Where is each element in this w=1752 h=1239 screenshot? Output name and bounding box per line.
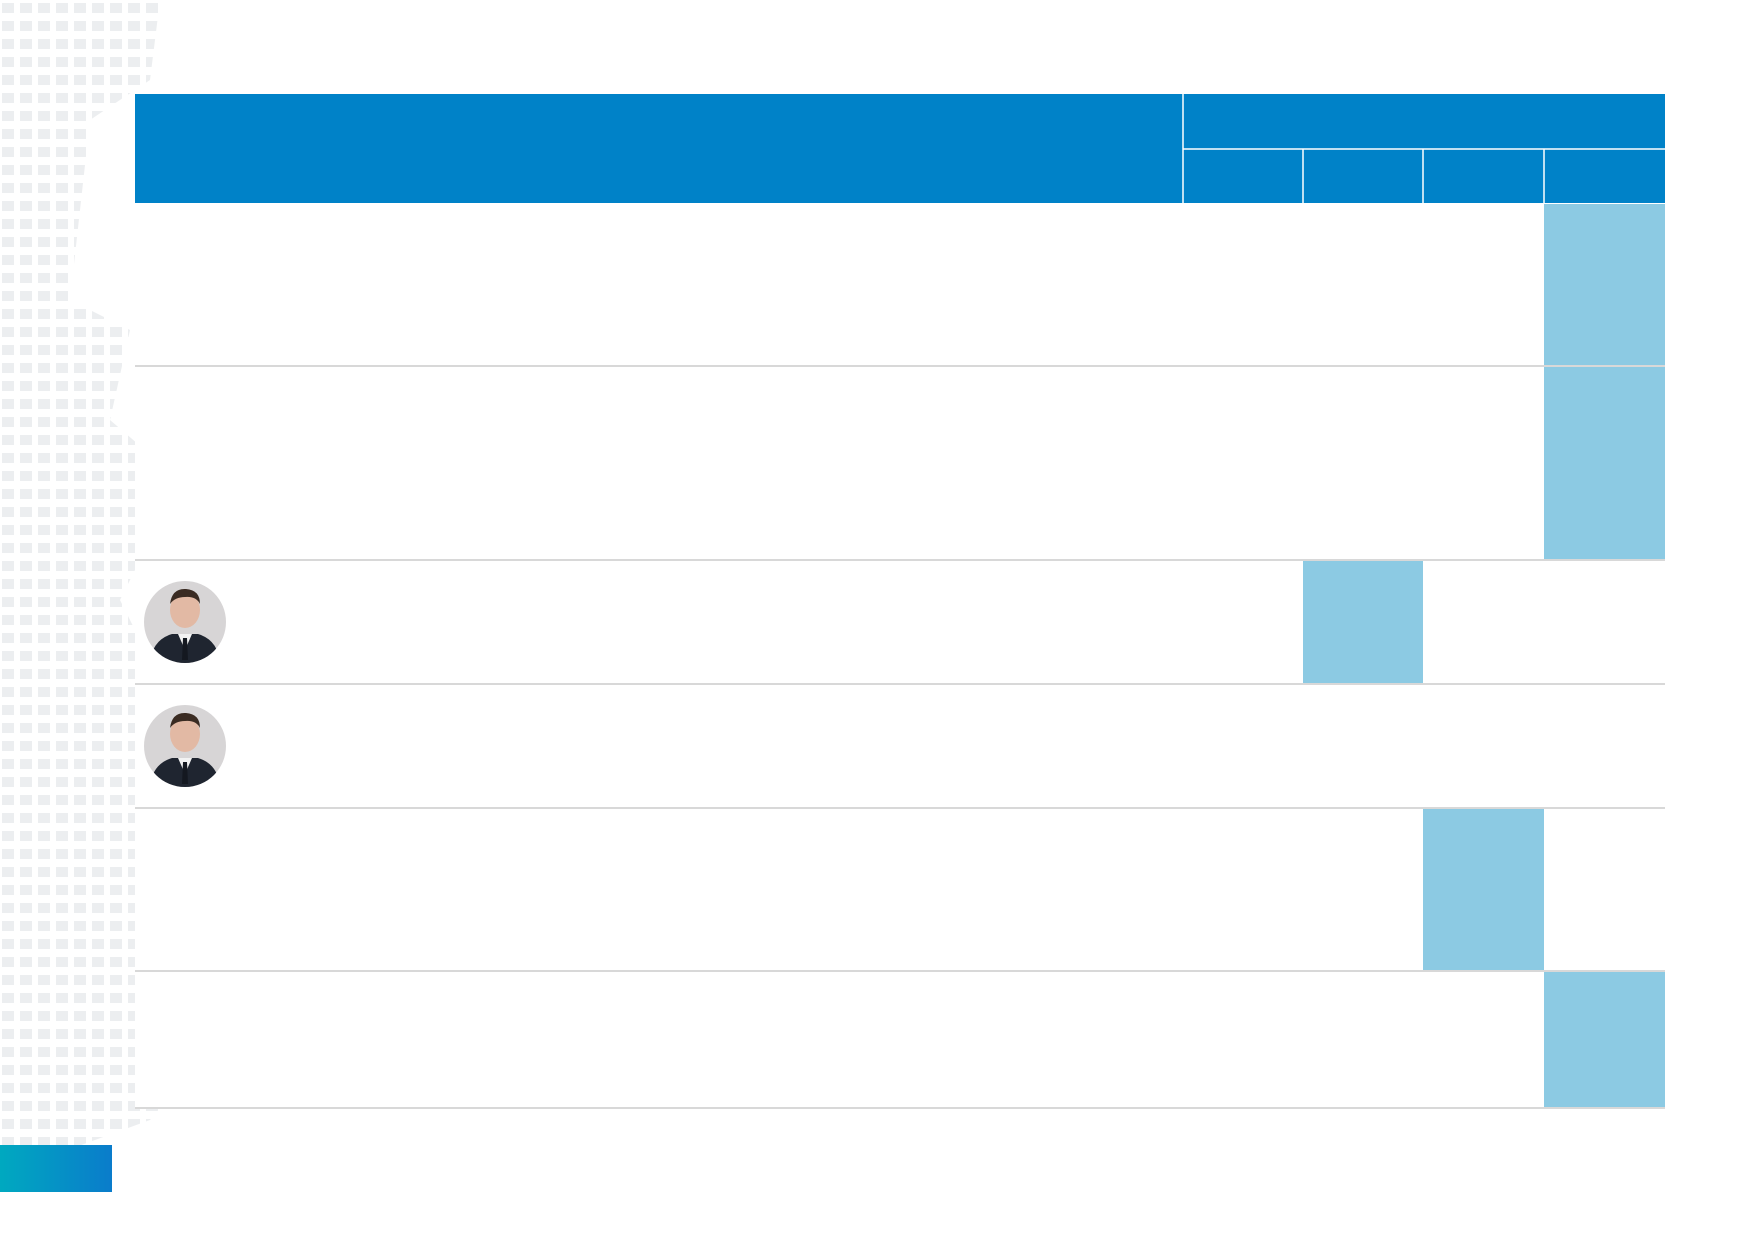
table-header — [135, 94, 1665, 203]
page-tab — [0, 1145, 112, 1192]
avatar — [144, 705, 226, 787]
highlighted-cells — [1303, 204, 1665, 1108]
avatar — [144, 581, 226, 663]
highlight-cell — [1544, 972, 1665, 1108]
highlight-cell — [1544, 367, 1665, 560]
highlight-cell — [1303, 561, 1423, 684]
row-dividers — [135, 365, 1665, 1109]
highlight-cell — [1544, 204, 1665, 366]
table-body — [135, 203, 1665, 1108]
highlight-cell — [1423, 809, 1544, 971]
